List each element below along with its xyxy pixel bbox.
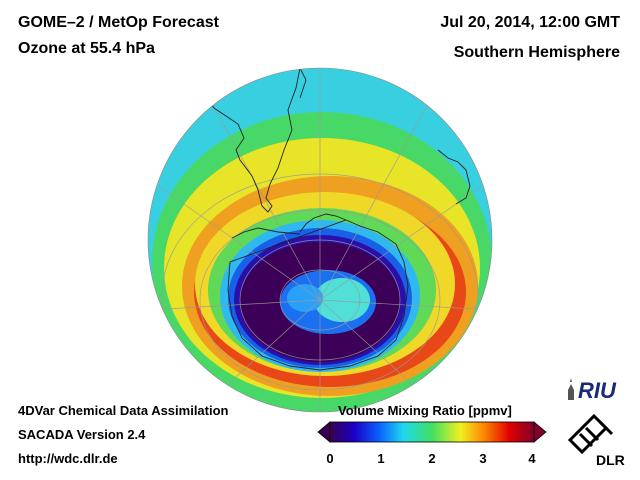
colorbar-gradient <box>329 421 535 443</box>
dlr-logo: DLR <box>567 413 625 468</box>
colorbar-tick-0: 0 <box>326 451 334 466</box>
africa-tip <box>437 149 471 205</box>
date-label: Jul 20, 2014, 12:00 GMT <box>440 14 620 31</box>
title-line1: GOME–2 / MetOp Forecast <box>18 14 219 31</box>
dlr-text: DLR <box>596 452 625 468</box>
colorbar-right-arrow <box>533 421 547 443</box>
colorbar-tick-3: 3 <box>479 451 487 466</box>
colorbar-tick-4: 4 <box>528 451 536 466</box>
south-america-coast-west <box>299 68 307 99</box>
south-america-coast <box>195 68 301 213</box>
region-label: Southern Hemisphere <box>453 44 620 61</box>
graticule <box>148 68 492 412</box>
footer-line1: 4DVar Chemical Data Assimilation <box>18 403 229 418</box>
inner-patch-cyan <box>314 278 370 322</box>
colorbar <box>317 421 547 443</box>
footer-line2: SACADA Version 2.4 <box>18 427 146 442</box>
title-line2: Ozone at 55.4 hPa <box>18 40 155 57</box>
colorbar-tick-1: 1 <box>377 451 385 466</box>
antarctica-coast <box>227 219 409 371</box>
antarctic-peninsula <box>299 213 347 233</box>
riu-logo: RIU <box>568 378 617 403</box>
riu-text: RIU <box>578 378 617 403</box>
colorbar-tick-2: 2 <box>428 451 436 466</box>
coastlines <box>195 68 471 371</box>
footer-link: http://wdc.dlr.de <box>18 451 118 466</box>
inner-patch-light <box>287 284 323 312</box>
colorbar-title: Volume Mixing Ratio [ppmv] <box>338 403 512 418</box>
colorbar-left-arrow <box>317 421 331 443</box>
